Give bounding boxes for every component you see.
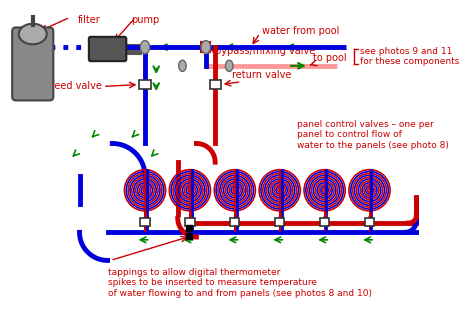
Ellipse shape — [18, 24, 47, 44]
FancyBboxPatch shape — [230, 218, 239, 226]
Text: see photos 9 and 11
for these components: see photos 9 and 11 for these components — [360, 47, 460, 66]
Ellipse shape — [179, 60, 186, 72]
FancyBboxPatch shape — [320, 218, 329, 226]
FancyBboxPatch shape — [89, 37, 126, 61]
Text: pump: pump — [131, 15, 159, 25]
Text: tappings to allow digital thermometer
spikes to be inserted to measure temperatu: tappings to allow digital thermometer sp… — [108, 268, 372, 298]
Text: water from pool: water from pool — [262, 26, 339, 36]
FancyBboxPatch shape — [365, 218, 374, 226]
Text: to pool: to pool — [313, 53, 347, 63]
Ellipse shape — [140, 40, 150, 54]
Text: return valve: return valve — [232, 70, 292, 80]
FancyBboxPatch shape — [201, 42, 210, 52]
FancyBboxPatch shape — [210, 80, 221, 89]
Ellipse shape — [226, 60, 233, 72]
FancyBboxPatch shape — [140, 218, 150, 226]
Text: filter: filter — [77, 15, 100, 25]
FancyBboxPatch shape — [185, 218, 195, 226]
Text: panel control valves – one per
panel to control flow of
water to the panels (see: panel control valves – one per panel to … — [298, 120, 449, 150]
Ellipse shape — [201, 40, 210, 54]
Text: feed valve: feed valve — [52, 81, 102, 91]
FancyBboxPatch shape — [139, 80, 151, 89]
Text: bypass/mixing valve: bypass/mixing valve — [215, 46, 315, 56]
FancyBboxPatch shape — [275, 218, 284, 226]
FancyBboxPatch shape — [12, 27, 53, 100]
